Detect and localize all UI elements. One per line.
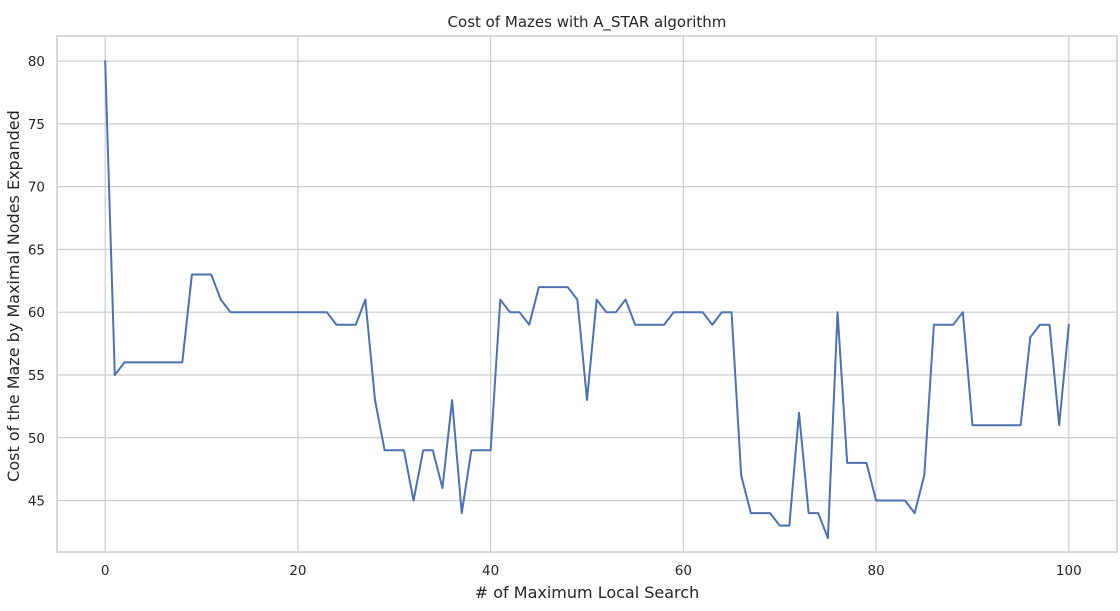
y-tick-label: 70 [28,180,45,196]
series-line [104,60,1070,540]
x-axis-label: # of Maximum Local Search [475,583,699,602]
y-tick-label: 55 [28,368,45,384]
y-tick-label: 60 [28,305,45,321]
x-tick-label: 0 [101,563,110,579]
y-tick-label: 45 [28,494,45,510]
x-gridlines [104,36,1070,552]
x-tick-label: 40 [482,563,499,579]
chart-title: Cost of Mazes with A_STAR algorithm [448,13,727,32]
x-tick-label: 80 [867,563,884,579]
y-tick-labels: 45 50 55 60 65 70 75 80 [28,54,45,509]
y-tick-label: 80 [28,54,45,70]
x-tick-label: 100 [1056,563,1082,579]
plot-frame [56,35,1118,553]
x-tick-label: 60 [675,563,692,579]
y-tick-label: 65 [28,242,45,258]
y-tick-label: 50 [28,431,45,447]
y-axis-label: Cost of the Maze by Maximal Nodes Expand… [4,110,23,482]
x-tick-label: 20 [289,563,306,579]
x-tick-labels: 0 20 40 60 80 100 [101,563,1082,579]
y-gridlines [57,60,1117,502]
y-tick-label: 75 [28,117,45,133]
